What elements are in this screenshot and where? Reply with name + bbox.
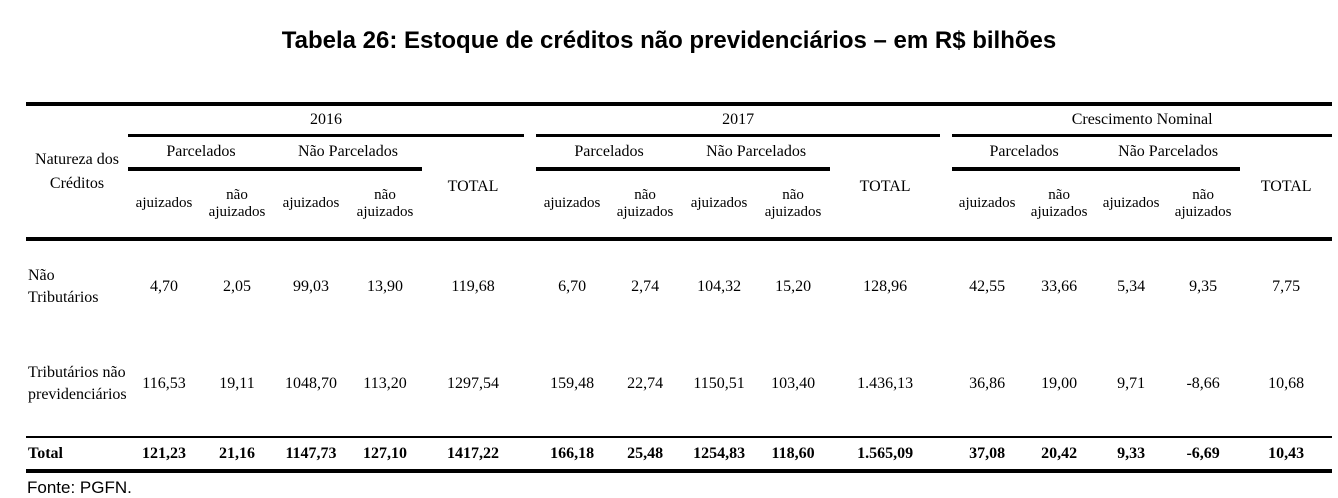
table-row-tributarios-nao-previdenciarios: Tributários não previdenciários 116,53 1…: [26, 332, 1332, 437]
subgroup-nao-parcelados: Não Parcelados: [1096, 135, 1241, 171]
page-title: Tabela 26: Estoque de créditos não previ…: [281, 27, 1057, 54]
column-spacer: [524, 239, 536, 332]
group-header-crescimento-nominal: Crescimento Nominal: [952, 102, 1333, 137]
total-value-cell: 10,68: [1268, 375, 1305, 392]
table-row-total: Total 121,23 21,16 1147,73 127,10 1417,2…: [26, 436, 1333, 473]
total-column-header: TOTAL: [830, 135, 941, 241]
column-header-ajuizados: ajuizados: [1096, 169, 1167, 241]
column-spacer: [524, 102, 537, 241]
subgroup-nao-parcelados: Não Parcelados: [274, 135, 422, 171]
column-header-nao-ajuizados: não ajuizados: [200, 169, 274, 241]
table-row-nao-tributarios: Não Tributários 4,70 2,05 99,03 13,90 11…: [26, 239, 1332, 332]
subgroup-parcelados: Parcelados: [536, 135, 683, 171]
value-cell: 9,35: [1189, 277, 1218, 295]
total-row-cell: 37,08: [952, 436, 1023, 473]
subgroup-parcelados: Parcelados: [952, 135, 1097, 171]
total-value-cell: 1297,54: [447, 375, 500, 392]
subgroup-parcelados: Parcelados: [128, 135, 274, 171]
value-cell: 103,40: [771, 375, 816, 392]
row-label: Tributários não previdenciários: [28, 364, 127, 403]
group-header-2017: 2017: [536, 102, 941, 137]
value-cell: 2,74: [631, 277, 660, 295]
credit-stock-table: Natureza dos Créditos 2016 2017 Crescime…: [26, 102, 1333, 473]
total-row-cell: 1417,22: [422, 436, 525, 473]
value-cell: -8,66: [1186, 375, 1220, 392]
value-cell: 4,70: [150, 277, 178, 295]
total-value-cell: 128,96: [863, 277, 908, 295]
value-cell: 22,74: [627, 375, 664, 392]
column-spacer: [940, 102, 953, 241]
total-row-cell: 10,43: [1240, 436, 1333, 473]
total-column-header: TOTAL: [422, 135, 525, 241]
column-spacer: [940, 239, 952, 332]
column-header-nao-ajuizados: não ajuizados: [608, 169, 683, 241]
total-row-cell: 1254,83: [682, 436, 757, 473]
group-header-2016: 2016: [128, 102, 525, 137]
total-value-cell: 1.436,13: [857, 375, 914, 392]
column-header-nao-ajuizados: não ajuizados: [348, 169, 422, 241]
column-spacer: [524, 436, 537, 473]
value-cell: 159,48: [550, 375, 595, 392]
value-cell: 99,03: [293, 277, 329, 295]
column-header-nao-ajuizados: não ajuizados: [756, 169, 831, 241]
column-header-ajuizados: ajuizados: [682, 169, 757, 241]
value-cell: 113,20: [363, 375, 407, 392]
source-note: Fonte: PGFN.: [27, 478, 132, 497]
value-cell: 1150,51: [693, 375, 745, 392]
total-row-cell: 9,33: [1096, 436, 1167, 473]
value-cell: 9,71: [1117, 375, 1146, 392]
column-header-ajuizados: ajuizados: [128, 169, 200, 241]
total-row-cell: -6,69: [1166, 436, 1241, 473]
column-spacer: [940, 332, 952, 437]
total-row-label: Total: [26, 436, 128, 473]
value-cell: 116,53: [142, 375, 186, 392]
total-row-cell: 166,18: [536, 436, 609, 473]
value-cell: 13,90: [367, 277, 403, 295]
total-row-cell: 121,23: [128, 436, 200, 473]
value-cell: 104,32: [697, 277, 742, 295]
column-spacer: [940, 436, 953, 473]
value-cell: 2,05: [223, 277, 251, 295]
total-row-cell: 118,60: [756, 436, 831, 473]
total-column-header: TOTAL: [1240, 135, 1333, 241]
total-row-cell: 1.565,09: [830, 436, 941, 473]
row-label: Não Tributários: [28, 266, 99, 306]
total-row-cell: 20,42: [1022, 436, 1097, 473]
value-cell: 1048,70: [285, 375, 337, 392]
value-cell: 42,55: [969, 277, 1006, 295]
subgroup-nao-parcelados: Não Parcelados: [682, 135, 831, 171]
column-header-ajuizados: ajuizados: [274, 169, 348, 241]
total-value-cell: 119,68: [451, 277, 495, 295]
value-cell: 19,11: [219, 375, 255, 392]
column-header-nao-ajuizados: não ajuizados: [1022, 169, 1097, 241]
column-header-ajuizados: ajuizados: [536, 169, 609, 241]
value-cell: 19,00: [1041, 375, 1078, 392]
value-cell: 36,86: [969, 375, 1006, 392]
total-row-cell: 1147,73: [274, 436, 348, 473]
header-row-columns: ajuizados não ajuizados ajuizados não aj…: [26, 169, 1332, 241]
column-header-ajuizados: ajuizados: [952, 169, 1023, 241]
value-cell: 6,70: [558, 277, 587, 295]
header-row-subgroups: Parcelados Não Parcelados TOTAL Parcelad…: [26, 135, 1333, 241]
column-spacer: [524, 332, 536, 437]
value-cell: 33,66: [1041, 277, 1078, 295]
value-cell: 15,20: [775, 277, 812, 295]
total-row-cell: 21,16: [200, 436, 274, 473]
total-row-cell: 127,10: [348, 436, 422, 473]
row-header-natureza: Natureza dos Créditos: [26, 102, 128, 241]
total-row-cell: 25,48: [608, 436, 683, 473]
value-cell: 5,34: [1117, 277, 1146, 295]
column-header-nao-ajuizados: não ajuizados: [1166, 169, 1241, 241]
header-row-groups: Natureza dos Créditos 2016 2017 Crescime…: [26, 102, 1333, 241]
total-value-cell: 7,75: [1272, 277, 1301, 295]
